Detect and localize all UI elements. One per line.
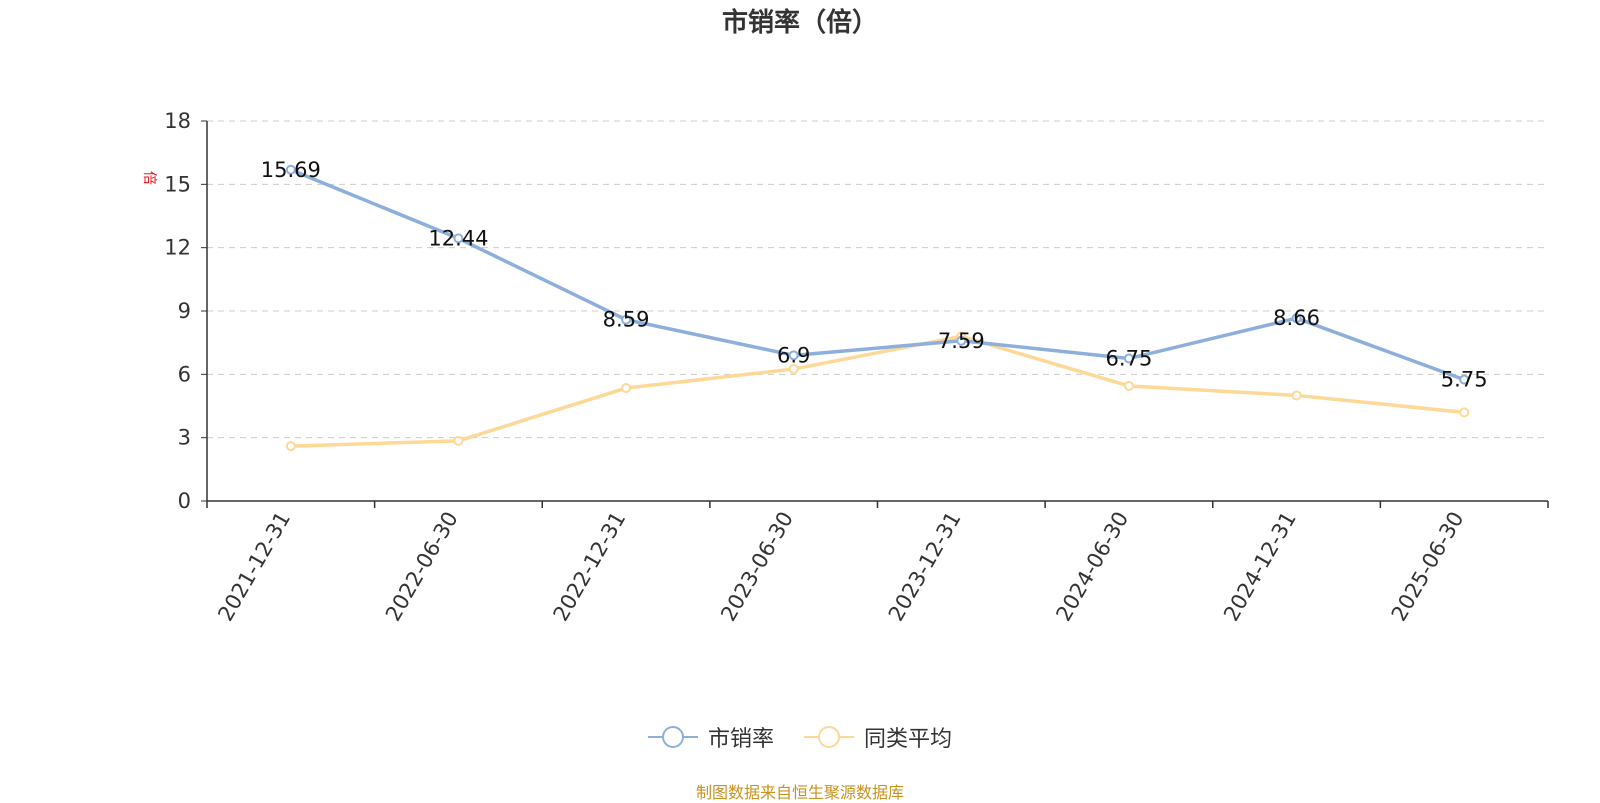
data-point	[621, 314, 632, 325]
data-label: 12.44	[428, 226, 488, 250]
x-tick-label: 2023-12-31	[884, 508, 966, 626]
data-label: 8.59	[603, 308, 650, 332]
x-tick-label: 2023-06-30	[716, 508, 798, 626]
data-labels: 15.69 12.44 8.59 6.9 7.59 6.75 8.66 5.75	[261, 158, 1488, 392]
data-point	[1459, 374, 1470, 385]
legend-label: 同类平均	[864, 727, 953, 752]
source-note: 制图数据来自恒生聚源数据库	[695, 783, 904, 802]
data-point	[453, 233, 464, 244]
series-lines	[285, 164, 1470, 452]
y-tick-label: 15	[164, 172, 191, 196]
data-label: 5.75	[1441, 368, 1488, 392]
legend: 市销率 同类平均	[0, 721, 1600, 753]
legend-label: 市销率	[707, 727, 774, 752]
x-tick-label: 2025-06-30	[1387, 508, 1469, 626]
y-tick-label: 18	[164, 109, 191, 133]
x-tick-label: 2024-06-30	[1051, 508, 1133, 626]
series-line-2	[290, 334, 1465, 448]
data-point	[788, 364, 799, 375]
legend-item-series-1[interactable]: 市销率	[647, 721, 774, 753]
x-tick-label: 2022-06-30	[381, 508, 463, 626]
data-point	[1123, 353, 1134, 364]
y-tick-label: 6	[178, 362, 191, 386]
data-point	[285, 164, 296, 175]
legend-line-circle-icon	[804, 726, 854, 748]
legend-item-series-2[interactable]: 同类平均	[804, 721, 952, 753]
x-tick-label: 2024-12-31	[1219, 508, 1301, 626]
data-label: 6.75	[1106, 347, 1153, 371]
y-tick-label: 3	[178, 426, 191, 450]
chart-title: 市销率（倍）	[721, 8, 878, 38]
y-tick-label: 0	[178, 489, 191, 513]
data-label: 7.59	[938, 329, 985, 353]
legend-line-circle-icon	[647, 726, 698, 748]
y-axis-unit-label: 倍	[141, 171, 157, 185]
data-point	[453, 435, 464, 446]
y-tick-label: 9	[178, 299, 191, 323]
x-tick-label: 2022-12-31	[549, 508, 631, 626]
data-point	[1291, 390, 1302, 401]
data-point	[956, 335, 967, 346]
data-point	[1459, 407, 1470, 418]
data-point	[621, 383, 632, 394]
data-point	[788, 350, 799, 361]
data-point	[1291, 313, 1302, 324]
series-line-1	[290, 168, 1465, 382]
data-label: 8.66	[1273, 306, 1320, 330]
data-point	[285, 441, 296, 452]
x-tick-label: 2021-12-31	[213, 508, 295, 626]
axes: 0 3 6 9 12 15 18 倍 2021-12-31 2022-06-30 2022-12-3…	[141, 109, 1549, 626]
data-point	[1123, 380, 1134, 391]
data-label: 15.69	[261, 158, 321, 182]
y-tick-label: 12	[164, 236, 191, 260]
grid-lines	[207, 120, 1548, 439]
data-label: 6.9	[777, 343, 810, 367]
